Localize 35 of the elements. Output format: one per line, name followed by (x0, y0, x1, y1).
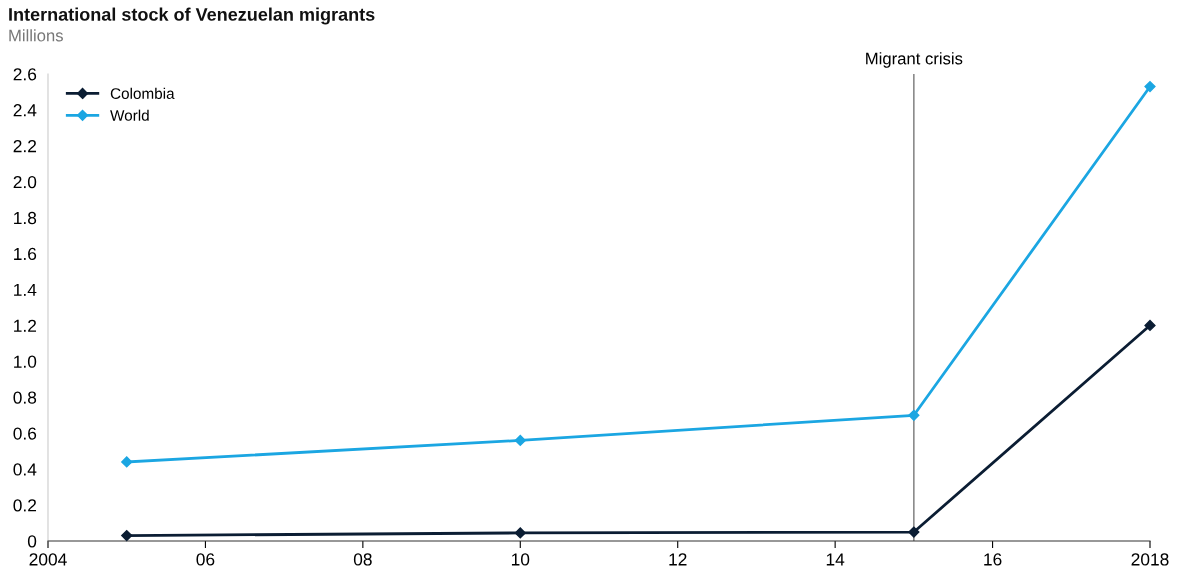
y-tick-label: 1.0 (14, 355, 37, 368)
x-tick-label: 14 (826, 553, 845, 566)
point (1144, 319, 1156, 332)
point (908, 409, 920, 421)
y-tick-label: 1.2 (14, 319, 37, 332)
point (514, 434, 526, 447)
point (1144, 80, 1156, 93)
y-tick-label: 2.4 (13, 104, 37, 117)
legend-label: Colombia (110, 87, 175, 99)
ref-line-label: Migrant crisis (866, 52, 963, 68)
y-tick-label: 0.4 (13, 463, 37, 476)
point (121, 456, 133, 468)
point (514, 527, 526, 539)
x-tick-label: 12 (669, 553, 687, 566)
legend-label: World (110, 109, 149, 121)
y-tick-label: 1.8 (14, 211, 37, 225)
y-tick-label: 0.6 (13, 427, 37, 440)
x-tick-label: 10 (511, 553, 530, 566)
chart-title: International stock of Venezuelan migrants (9, 7, 375, 25)
y-tick-label: 2.2 (13, 140, 37, 153)
y-tick-label: 1.4 (14, 283, 37, 296)
y-tick-label: 0.8 (13, 391, 37, 404)
x-tick-label: 08 (353, 553, 372, 566)
x-tick-label: 2018 (1131, 553, 1169, 566)
y-tick-label: 0.2 (13, 499, 37, 512)
chart-subtitle: Millions (9, 29, 63, 42)
x-tick-label: 16 (984, 553, 1002, 566)
y-tick-label: 2.6 (13, 68, 37, 81)
y-tick-label: 0 (27, 535, 37, 548)
y-tick-label: 2.0 (13, 175, 37, 189)
x-tick-label: 06 (196, 553, 215, 566)
y-tick-label: 1.6 (14, 247, 37, 261)
point (121, 530, 133, 542)
point (908, 526, 920, 538)
x-tick-label: 2004 (29, 553, 67, 566)
